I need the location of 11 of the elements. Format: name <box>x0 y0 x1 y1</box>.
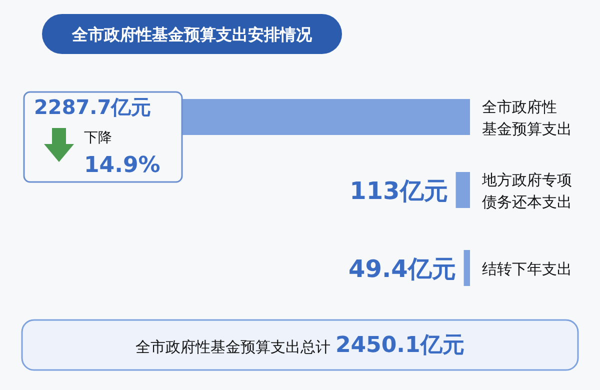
y-tick-label: 全市政府性基金预算支出 <box>482 98 572 138</box>
text: 下降 <box>84 130 112 146</box>
y-tick-label: 地方政府专项债务还本支出 <box>481 171 572 211</box>
data-label: 113亿元 <box>350 177 448 205</box>
data-label: 2287.7亿元 <box>34 95 152 119</box>
text: 2450.1亿元 <box>335 333 464 358</box>
data-label: 49.4亿元 <box>348 255 456 283</box>
text: 14.9% <box>84 153 160 178</box>
chart-title: 全市政府性基金预算支出安排情况 <box>71 25 313 44</box>
y-tick-label: 结转下年支出 <box>482 260 572 278</box>
text: 全市政府性基金预算支出总计 <box>136 338 336 356</box>
